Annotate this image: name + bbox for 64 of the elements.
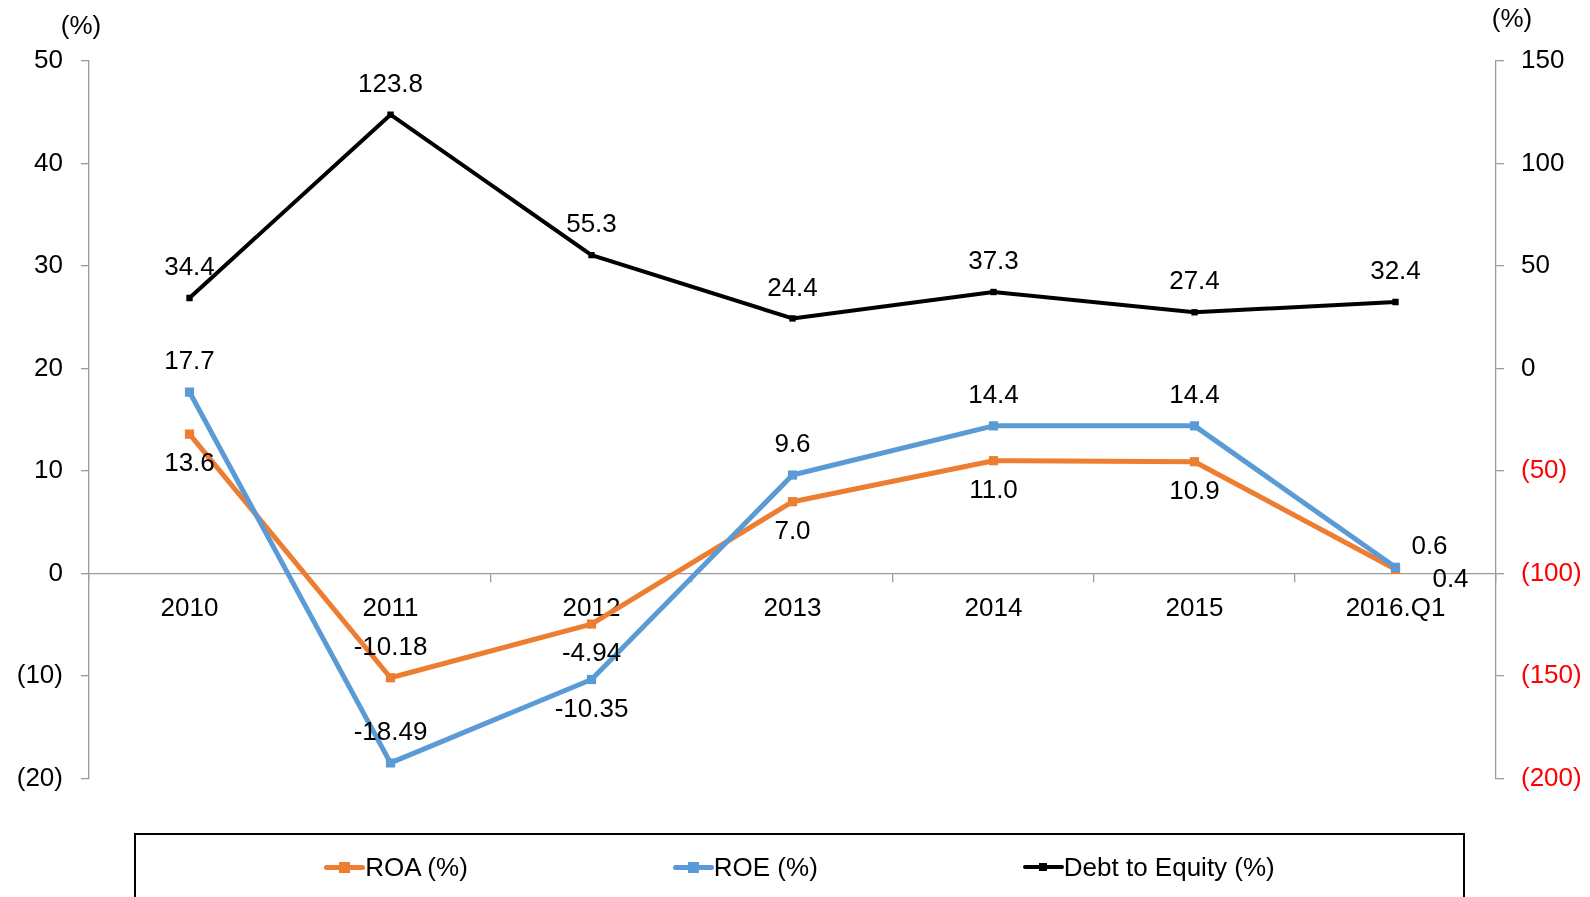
data-label: 13.6 — [164, 447, 215, 478]
data-label: 7.0 — [774, 514, 811, 545]
data-label: -10.35 — [554, 692, 629, 723]
data-label: 34.4 — [164, 251, 215, 282]
y-tick-label: (20) — [16, 761, 63, 792]
y2-tick-label: (150) — [1521, 659, 1582, 690]
point — [186, 294, 193, 302]
y2-axis-title: (%) — [1491, 3, 1533, 34]
data-label: 0.6 — [1411, 530, 1448, 561]
point — [184, 429, 195, 439]
data-label: 11.0 — [969, 473, 1018, 504]
point — [1189, 457, 1200, 467]
point — [988, 456, 999, 466]
point — [1191, 309, 1198, 316]
data-label: 9.6 — [774, 428, 811, 459]
data-label: 123.8 — [357, 67, 424, 98]
y2-tick-label: (50) — [1521, 454, 1568, 485]
y-axis-title: (%) — [60, 10, 102, 41]
point — [385, 673, 396, 683]
y2-tick-label: (100) — [1521, 556, 1582, 587]
point — [586, 619, 597, 629]
point — [387, 111, 394, 118]
point — [586, 674, 597, 685]
x-tick-label: 2013 — [763, 592, 822, 623]
point — [385, 758, 396, 768]
y-tick-label: 10 — [34, 454, 63, 485]
data-label: 27.4 — [1169, 265, 1220, 296]
data-label: 55.3 — [566, 208, 617, 239]
x-tick-label: 2011 — [362, 592, 419, 623]
data-label: 32.4 — [1370, 255, 1421, 286]
point — [988, 421, 999, 431]
point — [789, 315, 796, 322]
data-label: 10.9 — [1169, 474, 1220, 505]
y2-tick-label: (200) — [1521, 761, 1582, 792]
x-tick-label: 2014 — [964, 592, 1023, 623]
y-tick-label: 0 — [48, 556, 63, 587]
legend-label: Debt to Equity (%) — [1063, 852, 1275, 882]
data-label: 0.4 — [1432, 562, 1469, 593]
y2-tick-label: 150 — [1521, 44, 1565, 75]
y-tick-label: 40 — [34, 146, 63, 177]
data-label: 24.4 — [767, 271, 818, 302]
point — [1392, 298, 1399, 306]
y2-tick-label: 0 — [1521, 351, 1536, 382]
y-tick-label: 20 — [34, 351, 63, 382]
legend-label: ROE (%) — [713, 852, 818, 882]
x-tick-label: 2010 — [160, 592, 219, 623]
point — [184, 387, 195, 397]
data-label: 17.7 — [164, 345, 215, 376]
point — [990, 288, 997, 296]
x-tick-label: 2016.Q1 — [1345, 592, 1446, 623]
data-label: 37.3 — [968, 245, 1019, 276]
y-tick-label: (10) — [16, 659, 63, 690]
legend-label: ROA (%) — [365, 852, 468, 882]
point — [588, 251, 595, 259]
y2-tick-label: 100 — [1521, 146, 1565, 177]
y-tick-label: 30 — [34, 249, 63, 280]
data-label: 14.4 — [968, 379, 1019, 410]
point — [787, 470, 798, 480]
point — [787, 497, 798, 507]
data-label: 14.4 — [1169, 379, 1220, 410]
y-tick-label: 50 — [34, 44, 63, 75]
y2-tick-label: 50 — [1521, 249, 1550, 280]
point — [1189, 421, 1200, 431]
x-tick-label: 2015 — [1165, 592, 1224, 623]
